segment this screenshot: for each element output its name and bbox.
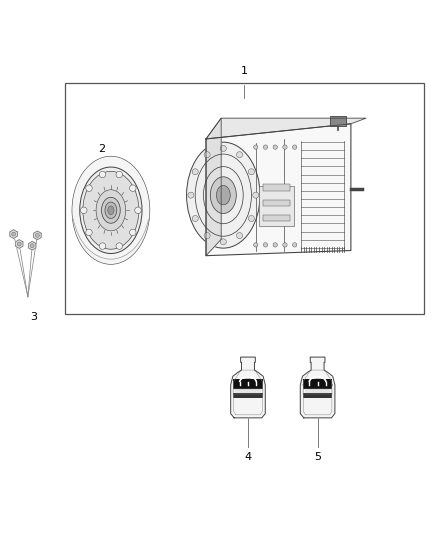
Circle shape: [12, 232, 15, 236]
Circle shape: [135, 207, 141, 214]
Circle shape: [237, 152, 243, 158]
Bar: [66, 83, 424, 314]
Bar: [303, 389, 332, 395]
Circle shape: [283, 145, 287, 149]
Circle shape: [293, 145, 297, 149]
Bar: [263, 199, 290, 206]
Bar: [233, 389, 263, 395]
Text: 5: 5: [314, 453, 321, 463]
Polygon shape: [28, 241, 36, 250]
Bar: [233, 378, 263, 391]
Polygon shape: [34, 231, 41, 240]
Circle shape: [253, 192, 259, 198]
Circle shape: [116, 243, 123, 249]
Circle shape: [130, 229, 136, 236]
Circle shape: [220, 239, 226, 245]
Polygon shape: [231, 357, 265, 418]
Circle shape: [204, 232, 210, 239]
Circle shape: [99, 171, 106, 177]
Circle shape: [263, 145, 268, 149]
Circle shape: [99, 243, 106, 249]
Bar: [303, 378, 332, 391]
Text: 3: 3: [30, 312, 37, 322]
Polygon shape: [206, 118, 366, 139]
Circle shape: [254, 145, 258, 149]
Circle shape: [273, 145, 277, 149]
Circle shape: [254, 243, 258, 247]
Ellipse shape: [210, 177, 236, 214]
Text: 2: 2: [98, 144, 105, 154]
Circle shape: [17, 242, 21, 246]
Circle shape: [237, 232, 243, 239]
Circle shape: [273, 243, 277, 247]
Polygon shape: [206, 124, 351, 256]
Circle shape: [130, 185, 136, 191]
Ellipse shape: [303, 379, 332, 391]
Ellipse shape: [187, 142, 260, 248]
Circle shape: [220, 146, 226, 151]
Ellipse shape: [102, 197, 120, 223]
Circle shape: [35, 233, 39, 237]
Ellipse shape: [80, 167, 142, 254]
Circle shape: [116, 171, 123, 177]
Circle shape: [263, 243, 268, 247]
Bar: [233, 393, 263, 398]
Circle shape: [192, 169, 198, 175]
Ellipse shape: [216, 185, 230, 205]
Polygon shape: [10, 230, 18, 238]
Ellipse shape: [96, 190, 126, 231]
Polygon shape: [206, 118, 221, 256]
Bar: [259, 185, 294, 227]
Circle shape: [248, 169, 254, 175]
Text: 1: 1: [240, 66, 247, 76]
Circle shape: [81, 207, 87, 214]
Bar: [303, 393, 332, 398]
Circle shape: [204, 152, 210, 158]
Circle shape: [86, 185, 92, 191]
Circle shape: [30, 244, 34, 248]
Ellipse shape: [83, 172, 139, 249]
Circle shape: [293, 243, 297, 247]
Polygon shape: [15, 240, 23, 248]
Ellipse shape: [72, 156, 150, 264]
Circle shape: [248, 215, 254, 222]
Bar: [263, 184, 290, 191]
Ellipse shape: [233, 379, 263, 391]
Circle shape: [192, 215, 198, 222]
Circle shape: [86, 229, 92, 236]
Text: 4: 4: [244, 453, 251, 463]
Ellipse shape: [105, 202, 117, 219]
Circle shape: [283, 243, 287, 247]
Bar: [263, 215, 290, 221]
Bar: [330, 116, 346, 126]
Ellipse shape: [108, 206, 114, 215]
Polygon shape: [300, 357, 335, 418]
Circle shape: [188, 192, 194, 198]
